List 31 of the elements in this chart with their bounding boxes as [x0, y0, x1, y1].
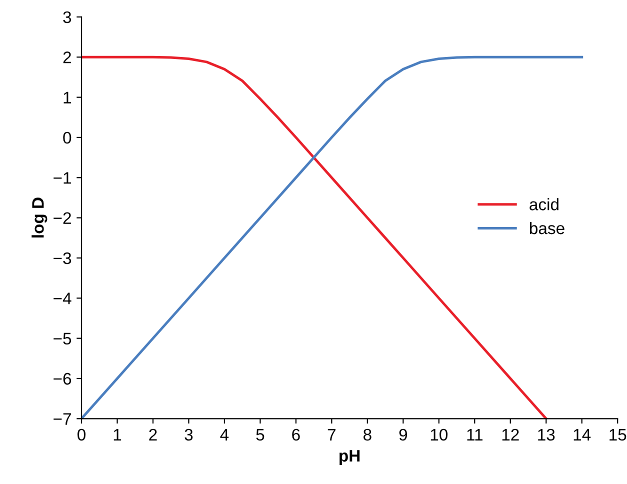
y-tick-label: −5	[54, 332, 72, 345]
x-tick-label: 10	[430, 428, 448, 441]
y-tick-label: −1	[54, 172, 71, 184]
x-tick-label: 14	[574, 428, 591, 440]
y-tick-label: −2	[54, 212, 71, 224]
y-tick-label: −4	[54, 292, 72, 304]
x-tick-label: 11	[467, 428, 482, 440]
x-tick-label: 15	[610, 428, 626, 441]
x-tick-label: 6	[292, 428, 300, 441]
x-tick-label: 2	[149, 428, 157, 440]
x-tick-label: 8	[364, 428, 372, 441]
x-tick-label: 7	[328, 428, 336, 440]
y-axis-title: log D	[32, 198, 48, 238]
y-tick-label: 2	[63, 52, 71, 64]
y-tick-label: 0	[63, 132, 72, 144]
legend-label: acid	[530, 198, 558, 210]
y-tick-label: −3	[54, 252, 72, 264]
x-tick-label: 9	[399, 428, 408, 441]
y-tick-label: −6	[54, 372, 72, 385]
x-tick-label: 0	[78, 428, 86, 441]
x-tick-label: 4	[220, 428, 229, 440]
x-tick-label: 13	[538, 428, 555, 441]
legend-label: base	[530, 222, 564, 234]
y-tick-label: 1	[64, 92, 71, 104]
x-axis-title: pH	[340, 450, 360, 466]
x-tick-label: 3	[184, 428, 193, 441]
x-tick-label: 5	[256, 428, 264, 441]
y-tick-label: 3	[63, 11, 72, 24]
x-tick-label: 1	[114, 428, 122, 440]
y-tick-label: −7	[54, 413, 71, 425]
x-tick-label: 12	[502, 428, 519, 440]
